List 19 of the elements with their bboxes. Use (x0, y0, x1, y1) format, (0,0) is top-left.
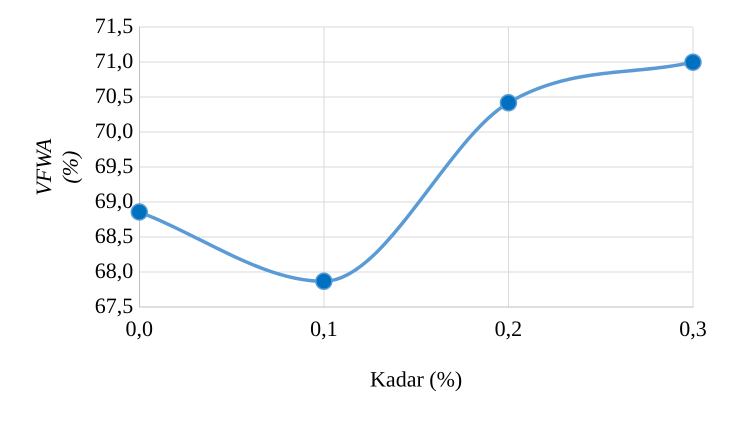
x-tick-label: 0,0 (126, 316, 154, 342)
y-tick-label: 68,0 (94, 258, 134, 283)
point (130, 203, 148, 221)
x-tick-label: 0,2 (494, 316, 522, 342)
y-tick-label: 67,5 (94, 292, 134, 318)
y-tick-label: 71,5 (94, 12, 134, 38)
point (684, 53, 702, 71)
x-tick-label: 0,3 (679, 316, 707, 342)
point (500, 94, 518, 112)
y-tick-label: 68,5 (94, 222, 134, 248)
y-axis-title: VFWA (%) (30, 138, 82, 196)
y-tick-label: 69,5 (94, 152, 134, 178)
point (315, 272, 333, 290)
y-tick-label: 71,0 (94, 48, 134, 73)
y-tick-label: 69,0 (94, 188, 134, 213)
x-tick-label: 0,1 (310, 316, 338, 342)
y-tick-label: 70,5 (94, 82, 134, 108)
x-axis-title: Kadar (%) (370, 366, 462, 392)
y-tick-label: 70,0 (94, 118, 134, 143)
